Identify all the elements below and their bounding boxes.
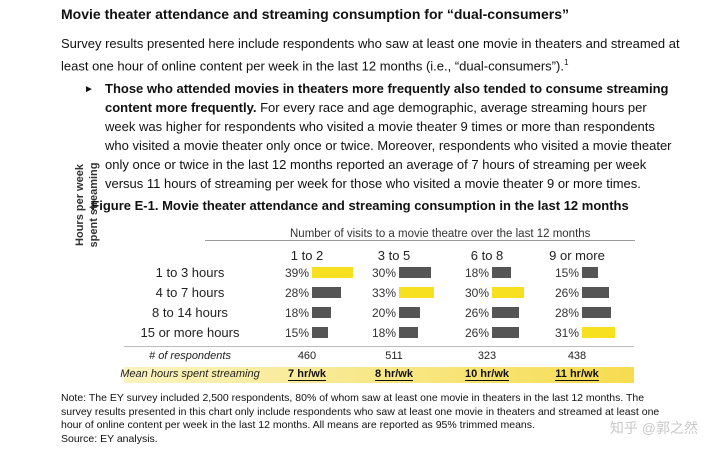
row-label: 4 to 7 hours <box>155 285 225 300</box>
percent-bar <box>312 287 342 298</box>
source-line: Source: EY analysis. <box>61 432 158 445</box>
watermark: 知乎 @郭之然 <box>609 420 698 436</box>
footnote-ref: 1 <box>563 58 569 67</box>
respondents-value: 511 <box>385 350 403 362</box>
data-cell: 26% <box>465 306 520 320</box>
data-cell: 31% <box>555 326 615 340</box>
percent-bar <box>312 307 331 318</box>
percent-label: 39% <box>285 266 310 280</box>
column-group-title: Number of visits to a movie theatre over… <box>290 228 591 240</box>
percent-label: 28% <box>555 306 580 320</box>
percent-label: 30% <box>372 266 397 280</box>
respondents-value: 438 <box>567 350 587 362</box>
percent-label: 15% <box>555 266 580 280</box>
respondents-value: 323 <box>477 350 497 362</box>
row-label: 1 to 3 hours <box>155 265 225 280</box>
percent-bar <box>399 327 418 338</box>
column-header: 1 to 2 <box>290 248 324 263</box>
percent-label: 15% <box>285 326 310 340</box>
section-heading: Movie theater attendance and streaming c… <box>61 6 569 22</box>
column-header: 9 or more <box>549 248 605 263</box>
row-label: 15 or more hours <box>140 325 240 340</box>
mean-value: 11 hr/wk <box>555 368 599 381</box>
percent-label: 30% <box>465 286 490 300</box>
percent-bar <box>399 307 420 318</box>
data-cell: 15% <box>555 266 598 280</box>
respondents-value: 460 <box>297 350 317 362</box>
intro-paragraph: Survey results presented here include re… <box>61 36 680 74</box>
percent-label: 31% <box>555 326 580 340</box>
respondents-label: # of respondents <box>149 350 231 362</box>
data-cell: 33% <box>372 286 434 300</box>
data-cell: 39% <box>285 266 353 280</box>
data-cell: 30% <box>465 286 524 300</box>
data-cell: 18% <box>372 326 418 340</box>
data-cell: 18% <box>285 306 331 320</box>
percent-label: 18% <box>372 326 397 340</box>
row-axis-title: Hours per week spent streaming <box>74 162 100 248</box>
percent-bar <box>312 267 353 278</box>
data-cell: 30% <box>372 266 431 280</box>
bullet-paragraph: Those who attended movies in theaters mo… <box>105 81 672 191</box>
mean-value: 7 hr/wk <box>288 368 326 381</box>
data-cell: 28% <box>555 306 612 320</box>
data-cell: 20% <box>372 306 420 320</box>
table-rule <box>124 346 634 347</box>
percent-label: 26% <box>465 306 490 320</box>
mean-value: 10 hr/wk <box>464 368 510 381</box>
column-header: 6 to 8 <box>470 248 504 263</box>
percent-label: 18% <box>465 266 490 280</box>
row-label: 8 to 14 hours <box>152 305 228 320</box>
percent-bar <box>582 287 610 298</box>
mean-band <box>124 367 634 383</box>
percent-bar <box>582 327 615 338</box>
percent-bar <box>492 287 524 298</box>
column-header: 3 to 5 <box>377 248 411 263</box>
data-cell: 26% <box>555 286 610 300</box>
percent-label: 28% <box>285 286 310 300</box>
percent-bar <box>492 267 511 278</box>
mean-value: 8 hr/wk <box>375 368 413 381</box>
percent-label: 20% <box>372 306 397 320</box>
mean-label: Mean hours spent streaming <box>120 368 260 380</box>
data-cell: 15% <box>285 326 328 340</box>
data-cell: 26% <box>465 326 520 340</box>
column-group-rule <box>205 240 635 241</box>
percent-label: 18% <box>285 306 310 320</box>
data-cell: 28% <box>285 286 342 300</box>
percent-bar <box>582 267 598 278</box>
percent-bar <box>582 307 612 318</box>
percent-bar <box>492 307 520 318</box>
data-cell: 18% <box>465 266 511 280</box>
percent-label: 33% <box>372 286 397 300</box>
percent-bar <box>492 327 520 338</box>
percent-bar <box>399 287 434 298</box>
percent-bar <box>399 267 431 278</box>
percent-label: 26% <box>465 326 490 340</box>
figure-title: Figure E-1. Movie theater attendance and… <box>91 198 629 213</box>
note: Note: The EY survey included 2,500 respo… <box>61 392 671 446</box>
percent-bar <box>312 327 328 338</box>
percent-label: 26% <box>555 286 580 300</box>
bullet-arrow-icon: ► <box>84 84 94 95</box>
